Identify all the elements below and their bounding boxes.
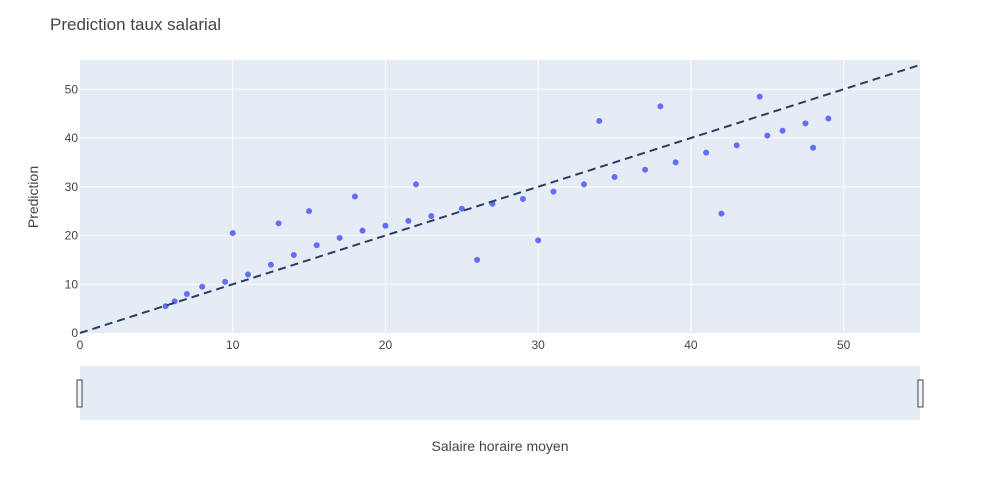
data-point: [428, 213, 435, 219]
data-point: [764, 132, 771, 139]
y-ticks: 0 10 20 30 40 50: [65, 82, 79, 340]
y-tick-label: 40: [65, 131, 79, 145]
data-point: [810, 144, 817, 151]
data-point: [779, 127, 786, 134]
y-tick-label: 10: [65, 277, 79, 291]
data-point: [596, 117, 603, 124]
x-ticks: 0 10 20 30 40 50: [77, 338, 851, 352]
y-tick-label: 30: [65, 180, 79, 194]
data-point: [642, 166, 649, 173]
data-point: [458, 205, 465, 212]
data-point: [405, 217, 412, 224]
data-point: [718, 210, 725, 217]
data-point: [183, 291, 190, 297]
reference-line: [79, 63, 921, 334]
data-point: [519, 195, 526, 202]
data-point: [825, 115, 832, 122]
y-tick-label: 50: [65, 82, 79, 96]
data-point: [703, 149, 710, 156]
data-point: [199, 283, 206, 290]
data-point: [756, 93, 763, 100]
grid: [80, 60, 920, 333]
x-tick-label: 30: [532, 338, 546, 352]
y-tick-label: 0: [71, 326, 78, 340]
data-point: [275, 220, 282, 227]
data-point: [802, 120, 809, 127]
data-point: [290, 252, 297, 258]
x-tick-label: 50: [837, 338, 851, 352]
data-point: [245, 271, 251, 278]
data-point: [474, 256, 481, 263]
data-point: [229, 230, 236, 237]
data-point: [351, 193, 358, 200]
data-point: [313, 242, 320, 249]
data-point: [359, 227, 366, 234]
reference-line-group: [79, 63, 921, 334]
data-point: [336, 234, 343, 241]
x-axis-title: Salaire horaire moyen: [432, 438, 569, 454]
data-point: [657, 103, 664, 110]
chart-title: Prediction taux salarial: [50, 15, 221, 34]
x-tick-label: 20: [379, 338, 393, 352]
data-point: [306, 208, 313, 215]
data-point: [413, 181, 419, 188]
x-tick-label: 40: [684, 338, 698, 352]
range-slider-right-handle[interactable]: [917, 379, 924, 408]
range-slider[interactable]: [76, 366, 924, 420]
x-tick-label: 0: [77, 338, 84, 352]
data-point: [222, 278, 229, 285]
data-point: [672, 159, 679, 166]
x-tick-label: 10: [226, 338, 240, 352]
y-tick-label: 20: [65, 229, 79, 243]
data-point: [535, 237, 542, 244]
data-point: [550, 188, 557, 195]
range-slider-left-handle[interactable]: [76, 379, 83, 408]
data-point: [382, 222, 389, 229]
range-slider-track[interactable]: [80, 366, 920, 420]
data-point: [267, 261, 274, 268]
y-axis-title: Prediction: [25, 166, 41, 228]
data-point: [733, 142, 740, 149]
data-point: [581, 181, 587, 188]
data-point: [611, 174, 618, 180]
